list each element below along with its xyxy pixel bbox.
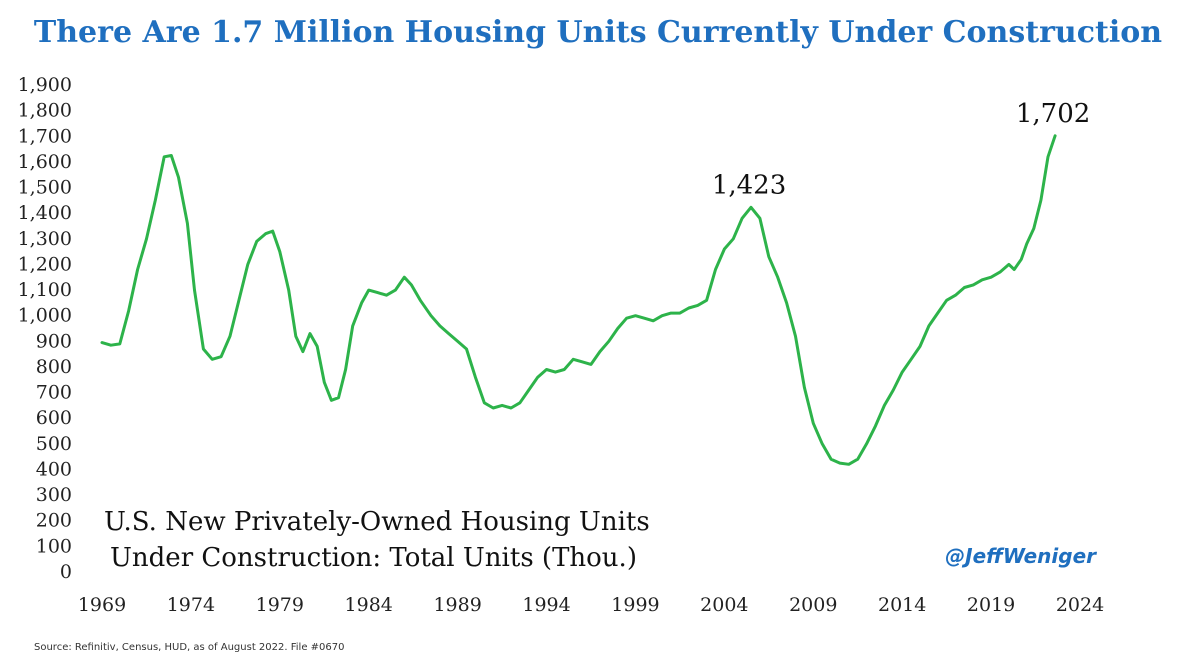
x-tick-label: 1994 [522, 594, 570, 616]
x-tick-label: 1999 [611, 594, 659, 616]
inset-label-line-1: U.S. New Privately-Owned Housing Units [104, 507, 650, 537]
data-label: 1,423 [712, 170, 786, 200]
x-tick-label: 2019 [967, 594, 1015, 616]
y-tick-label: 1,200 [18, 253, 72, 275]
x-axis-ticks: 1969 1974 1979 1984 1989 1994 1999 2004 2009 2014… [78, 594, 1104, 616]
x-tick-label: 1974 [167, 594, 215, 616]
source-note: Source: Refinitiv, Census, HUD, as of Au… [34, 642, 344, 653]
y-tick-label: 400 [36, 458, 72, 480]
x-tick-label: 2014 [878, 594, 926, 616]
x-tick-label: 1989 [433, 594, 481, 616]
x-tick-label: 2009 [789, 594, 837, 616]
y-tick-label: 1,600 [18, 151, 72, 173]
x-tick-label: 1969 [78, 594, 126, 616]
author-handle: @JeffWeniger [945, 544, 1097, 568]
y-tick-label: 1,000 [18, 305, 72, 327]
y-tick-label: 0 [60, 561, 72, 583]
series-layer [100, 134, 1057, 466]
y-tick-label: 1,300 [18, 228, 72, 250]
y-tick-label: 1,400 [18, 202, 72, 224]
y-tick-label: 1,500 [18, 177, 72, 199]
y-tick-label: 700 [36, 382, 72, 404]
y-tick-label: 600 [36, 407, 72, 429]
y-tick-label: 1,100 [18, 279, 72, 301]
y-tick-label: 100 [36, 535, 72, 557]
series-line [100, 134, 1057, 466]
data-label: 1,702 [1016, 99, 1090, 129]
y-axis-ticks: 0 100 200 300 400 500 600 700 800 900 1,000 1,100 1,… [18, 74, 72, 583]
y-tick-label: 300 [36, 484, 72, 506]
inset-label-line-2: Under Construction: Total Units (Thou.) [110, 543, 637, 573]
x-tick-label: 1984 [345, 594, 393, 616]
x-tick-label: 2004 [700, 594, 748, 616]
annotations-layer: 1,423 1,702 [712, 99, 1091, 201]
x-tick-label: 2024 [1056, 594, 1104, 616]
x-tick-label: 1979 [256, 594, 304, 616]
y-tick-label: 1,900 [18, 74, 72, 96]
y-tick-label: 200 [36, 510, 72, 532]
y-tick-label: 500 [36, 433, 72, 455]
y-tick-label: 1,700 [18, 125, 72, 147]
y-tick-label: 1,800 [18, 100, 72, 122]
y-tick-label: 800 [36, 356, 72, 378]
y-tick-label: 900 [36, 330, 72, 352]
chart-title: There Are 1.7 Million Housing Units Curr… [34, 15, 1162, 50]
